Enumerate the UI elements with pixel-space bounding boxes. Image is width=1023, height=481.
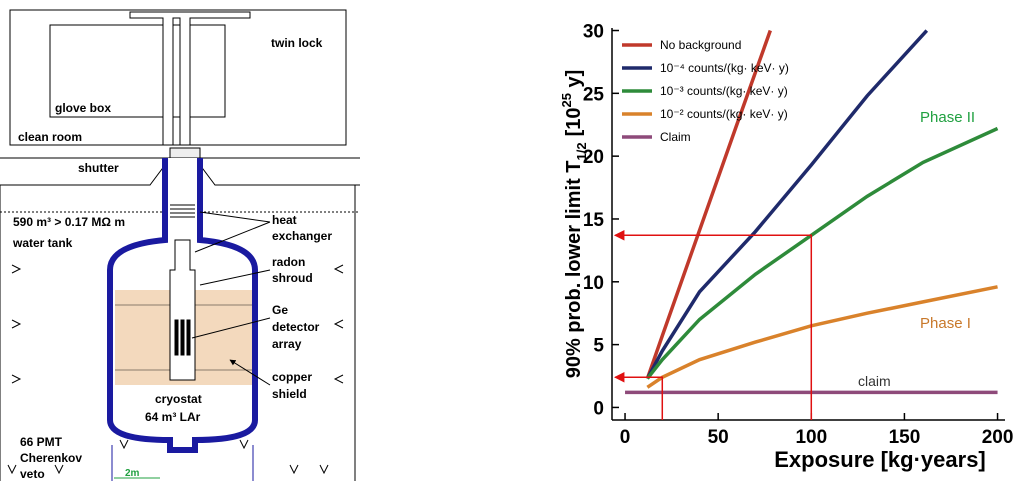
annotation: Phase II xyxy=(920,109,975,126)
label: shield xyxy=(272,387,307,401)
heat-exchanger xyxy=(170,204,195,218)
y-tick-label: 0 xyxy=(593,398,604,419)
label: shutter xyxy=(78,161,119,175)
x-tick-label: 100 xyxy=(795,427,827,448)
label: Ge xyxy=(272,303,288,317)
annotation: Phase I xyxy=(920,315,971,332)
chart: Exposure [kg·years] 90% prob. lower limi… xyxy=(559,22,1013,472)
label: shroud xyxy=(272,271,313,285)
label: 64 m³ LAr xyxy=(145,410,201,424)
y-label-exp: 25 xyxy=(559,93,574,107)
x-tick-label: 150 xyxy=(889,427,921,448)
pointer-arrows xyxy=(191,211,271,386)
y-axis-label: 90% prob. lower limit T1/2 [1025 y] xyxy=(559,70,589,379)
series-line xyxy=(645,29,772,380)
label: heat xyxy=(272,213,297,227)
x-tick-label: 200 xyxy=(982,427,1014,448)
series-group xyxy=(625,29,999,395)
label: glove box xyxy=(55,101,111,115)
detector-string xyxy=(180,319,185,356)
y-tick-label: 30 xyxy=(583,22,604,43)
y-label-unit-end: y] xyxy=(563,70,585,93)
label: cryostat xyxy=(155,392,202,406)
label: twin lock xyxy=(271,36,323,50)
label: radon xyxy=(272,255,305,269)
y-label-sub: 1/2 xyxy=(574,142,589,160)
label: veto xyxy=(20,467,45,481)
y-tick-label: 5 xyxy=(593,336,604,357)
pmt-icons xyxy=(7,264,344,475)
label: Cherenkov xyxy=(20,451,82,465)
clean-room-box xyxy=(9,9,347,146)
legend-label: No background xyxy=(660,38,741,52)
y-tick-label: 25 xyxy=(583,84,605,105)
legend-label: 10⁻⁴ counts/(kg· keV· y) xyxy=(660,61,789,75)
y-tick-label: 15 xyxy=(583,210,605,231)
x-tick-label: 0 xyxy=(620,427,631,448)
label: 2m xyxy=(125,468,140,479)
detector-string xyxy=(174,319,179,356)
detector-string xyxy=(186,319,191,356)
label: 66 PMT xyxy=(20,435,63,449)
x-axis-label: Exposure [kg·years] xyxy=(774,447,986,472)
setup-diagram xyxy=(0,9,360,481)
glove-box xyxy=(49,24,226,118)
y-label-text: 90% prob. lower limit T xyxy=(563,160,585,378)
x-tick-label: 50 xyxy=(708,427,729,448)
series-line xyxy=(646,126,999,380)
reference-line xyxy=(613,372,664,420)
label: array xyxy=(272,337,302,351)
legend-label: 10⁻³ counts/(kg· keV· y) xyxy=(660,84,788,98)
diagram-labels: twin lock glove box clean room shutter 5… xyxy=(12,36,332,481)
shutter xyxy=(169,147,201,159)
series-line xyxy=(645,29,929,380)
legend-label: 10⁻² counts/(kg· keV· y) xyxy=(660,107,788,121)
annotation: claim xyxy=(858,373,891,389)
y-label-unit: [10 xyxy=(563,108,585,137)
label: detector xyxy=(272,320,320,334)
y-tick-label: 10 xyxy=(583,273,604,294)
twin-lock xyxy=(129,11,251,146)
y-tick-label: 20 xyxy=(583,147,604,168)
legend-label: Claim xyxy=(660,130,691,144)
label: water tank xyxy=(12,236,73,250)
label: clean room xyxy=(18,130,82,144)
reference-line xyxy=(613,230,813,420)
label: exchanger xyxy=(272,229,332,243)
series-line xyxy=(646,285,998,389)
label: copper xyxy=(272,370,312,384)
label: 590 m³ > 0.17 MΩ m xyxy=(13,215,125,229)
